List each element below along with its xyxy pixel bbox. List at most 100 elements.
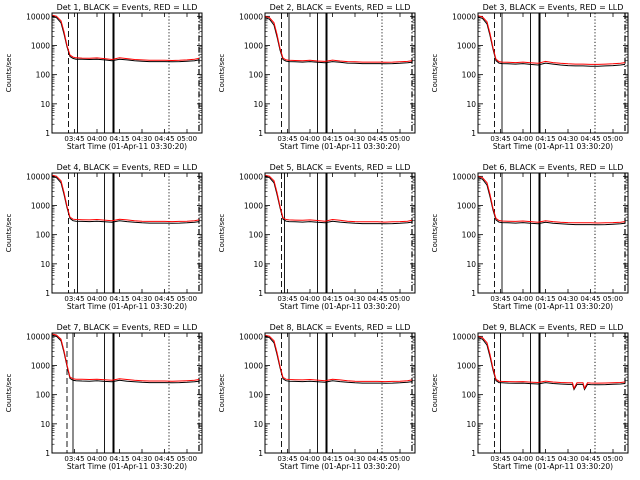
events-series-line — [264, 17, 413, 65]
panel-title: Det 4, BLACK = Events, RED = LLD — [57, 163, 198, 172]
y-tick-label: 1 — [45, 449, 50, 458]
x-tick-label: 05:00 — [177, 295, 197, 303]
panel-title: Det 3, BLACK = Events, RED = LLD — [483, 3, 624, 12]
detector-panel: Det 4, BLACK = Events, RED = LLD 1 10 100 10… — [5, 163, 203, 311]
lld-series-line — [477, 15, 626, 65]
y-tick-label: 10000 — [239, 172, 263, 181]
x-tick-label: 04:15 — [109, 135, 129, 143]
x-tick-label: 04:45 — [580, 135, 600, 143]
y-tick-label: 10 — [40, 100, 50, 109]
y-axis-label: Counts/sec — [5, 54, 13, 93]
y-tick-label: 1000 — [244, 41, 263, 50]
y-tick-label: 10000 — [452, 172, 476, 181]
plot-frame — [477, 172, 629, 294]
y-tick-label: 1000 — [31, 201, 50, 210]
x-tick-label: 04:15 — [322, 135, 342, 143]
x-tick-label: 04:30 — [132, 295, 152, 303]
y-tick-label: 1000 — [31, 361, 50, 370]
y-tick-label: 100 — [249, 391, 264, 400]
lld-series-line — [51, 333, 200, 382]
y-axis-label: Counts/sec — [218, 374, 226, 413]
y-tick-label: 10 — [40, 420, 50, 429]
x-tick-label: 04:00 — [87, 295, 107, 303]
x-tick-label: 04:30 — [345, 295, 365, 303]
x-axis-label: Start Time (01-Apr-11 03:30:20) — [67, 302, 187, 311]
panel-title: Det 8, BLACK = Events, RED = LLD — [270, 323, 411, 332]
plot-frame — [51, 172, 203, 294]
x-tick-label: 04:15 — [535, 295, 555, 303]
y-axis-label: Counts/sec — [5, 374, 13, 413]
x-tick-label: 05:00 — [390, 455, 410, 463]
x-axis-label: Start Time (01-Apr-11 03:30:20) — [280, 462, 400, 471]
y-tick-label: 1 — [258, 289, 263, 298]
x-tick-label: 04:45 — [154, 455, 174, 463]
y-tick-label: 100 — [36, 231, 51, 240]
y-tick-label: 1 — [471, 129, 476, 138]
plot-frame — [477, 332, 629, 454]
x-tick-label: 04:00 — [300, 135, 320, 143]
events-series-line — [264, 175, 413, 225]
x-tick-label: 04:45 — [580, 295, 600, 303]
lld-series-line — [264, 174, 413, 223]
y-tick-label: 1 — [258, 449, 263, 458]
plot-frame — [264, 172, 416, 294]
lld-series-line — [51, 174, 200, 223]
x-tick-label: 03:45 — [277, 135, 297, 143]
x-tick-label: 04:00 — [513, 295, 533, 303]
events-series-line — [51, 15, 200, 63]
y-tick-label: 1000 — [244, 201, 263, 210]
y-axis-label: Counts/sec — [218, 54, 226, 93]
panel-title: Det 9, BLACK = Events, RED = LLD — [483, 323, 624, 332]
x-tick-label: 03:45 — [64, 455, 84, 463]
detector-panel: Det 7, BLACK = Events, RED = LLD 1 10 100 10… — [5, 323, 203, 471]
x-tick-label: 04:00 — [87, 455, 107, 463]
x-tick-label: 04:45 — [367, 135, 387, 143]
y-tick-label: 10000 — [452, 332, 476, 341]
y-tick-label: 1000 — [457, 361, 476, 370]
x-tick-label: 05:00 — [603, 295, 623, 303]
x-tick-label: 04:15 — [322, 455, 342, 463]
y-tick-label: 10 — [466, 260, 476, 269]
x-tick-label: 03:45 — [64, 295, 84, 303]
y-tick-label: 1 — [45, 289, 50, 298]
detector-panel: Det 3, BLACK = Events, RED = LLD 1 10 100 10… — [431, 3, 629, 151]
y-tick-label: 10000 — [26, 172, 50, 181]
lld-series-line — [477, 175, 626, 224]
y-tick-label: 1000 — [244, 361, 263, 370]
lld-series-line — [477, 335, 626, 390]
y-tick-label: 10000 — [452, 12, 476, 21]
y-tick-label: 1000 — [457, 201, 476, 210]
detector-panel: Det 8, BLACK = Events, RED = LLD 1 10 100 10… — [218, 323, 416, 471]
x-tick-label: 05:00 — [177, 455, 197, 463]
y-axis-label: Counts/sec — [431, 214, 439, 253]
x-tick-label: 03:45 — [277, 455, 297, 463]
y-axis-label: Counts/sec — [218, 214, 226, 253]
x-tick-label: 04:30 — [345, 135, 365, 143]
panel-title: Det 1, BLACK = Events, RED = LLD — [57, 3, 198, 12]
y-tick-label: 100 — [249, 231, 264, 240]
panel-title: Det 5, BLACK = Events, RED = LLD — [270, 163, 411, 172]
detector-panel: Det 6, BLACK = Events, RED = LLD 1 10 100 10… — [431, 163, 629, 311]
plot-frame — [51, 332, 203, 454]
y-tick-label: 1 — [471, 449, 476, 458]
x-tick-label: 05:00 — [177, 135, 197, 143]
y-tick-label: 100 — [462, 231, 477, 240]
x-tick-label: 03:45 — [64, 135, 84, 143]
y-tick-label: 100 — [462, 71, 477, 80]
lld-series-line — [264, 334, 413, 383]
plot-frame — [264, 332, 416, 454]
lld-series-line — [51, 14, 200, 62]
x-tick-label: 04:00 — [300, 455, 320, 463]
y-axis-label: Counts/sec — [431, 54, 439, 93]
x-tick-label: 04:30 — [132, 135, 152, 143]
events-series-line — [51, 175, 200, 224]
x-tick-label: 04:15 — [109, 295, 129, 303]
x-axis-label: Start Time (01-Apr-11 03:30:20) — [493, 302, 613, 311]
y-tick-label: 10000 — [26, 12, 50, 21]
events-series-line — [477, 16, 626, 67]
y-tick-label: 10000 — [239, 12, 263, 21]
plot-frame — [477, 12, 629, 134]
x-tick-label: 04:30 — [558, 455, 578, 463]
plot-frame — [264, 12, 416, 134]
